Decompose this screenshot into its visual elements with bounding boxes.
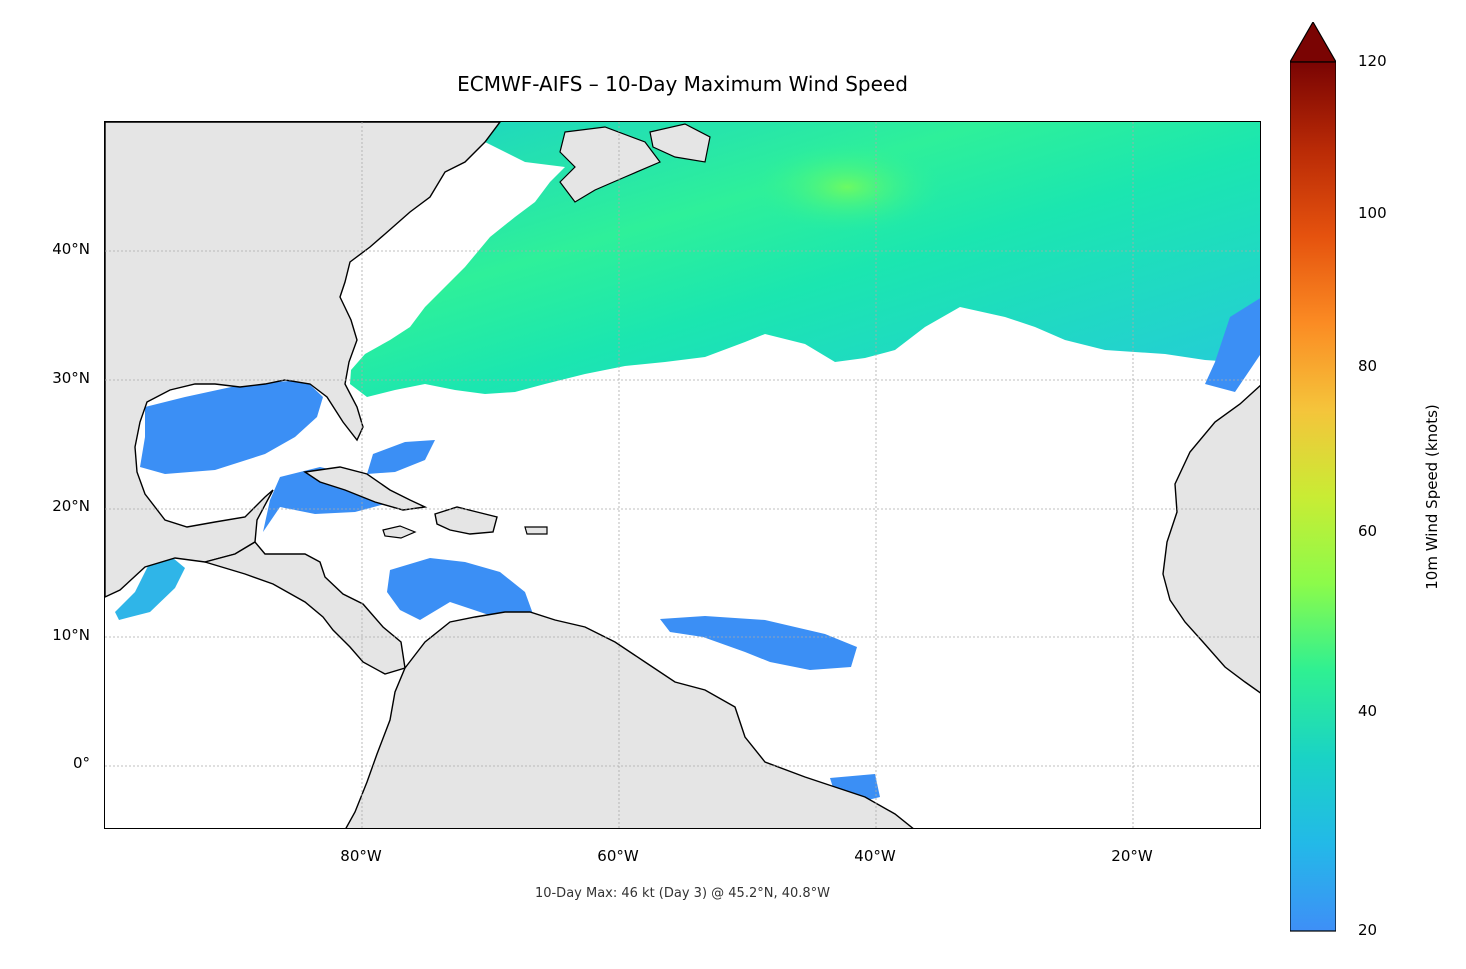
south-america-land <box>345 611 914 828</box>
colorbar-extend-arrow <box>1290 22 1336 63</box>
colorbar-tick-20: 20 <box>1358 921 1378 939</box>
colorbar-label: 10m Wind Speed (knots) <box>1423 404 1441 590</box>
central-america-land <box>202 541 406 675</box>
colorbar-tick-100: 100 <box>1358 204 1387 222</box>
lat-label-40n: 40°N <box>52 240 90 258</box>
map-title: ECMWF-AIFS – 10-Day Maximum Wind Speed <box>457 72 908 96</box>
lon-label-20w: 20°W <box>1111 847 1153 865</box>
north-america-land <box>105 122 501 598</box>
graticule <box>105 122 1260 828</box>
lon-label-80w: 80°W <box>340 847 382 865</box>
max-wind-area <box>752 142 942 232</box>
colorbar-tick-80: 80 <box>1358 357 1378 375</box>
tropical-wind-field <box>660 616 857 670</box>
colorbar-tick-120: 120 <box>1358 52 1387 70</box>
map-canvas <box>105 122 1260 828</box>
lat-label-30n: 30°N <box>52 369 90 387</box>
wind-speed-map[interactable] <box>104 121 1261 829</box>
africa-land <box>1162 384 1260 694</box>
lat-label-0: 0° <box>72 754 90 772</box>
lon-label-60w: 60°W <box>597 847 639 865</box>
hispaniola-island <box>434 506 498 535</box>
cuba-island <box>303 466 428 511</box>
max-wind-footnote: 10-Day Max: 46 kt (Day 3) @ 45.2°N, 40.8… <box>534 886 831 901</box>
colorbar-tick-60: 60 <box>1358 522 1378 540</box>
colorbar-gradient <box>1290 61 1336 932</box>
lon-label-40w: 40°W <box>854 847 896 865</box>
caribbean-wind-field <box>387 558 533 622</box>
lat-label-20n: 20°N <box>52 497 90 515</box>
lat-label-10n: 10°N <box>52 626 90 644</box>
colorbar <box>1290 22 1336 932</box>
colorbar-tick-40: 40 <box>1358 702 1378 720</box>
gulf-wind-field <box>140 380 323 474</box>
